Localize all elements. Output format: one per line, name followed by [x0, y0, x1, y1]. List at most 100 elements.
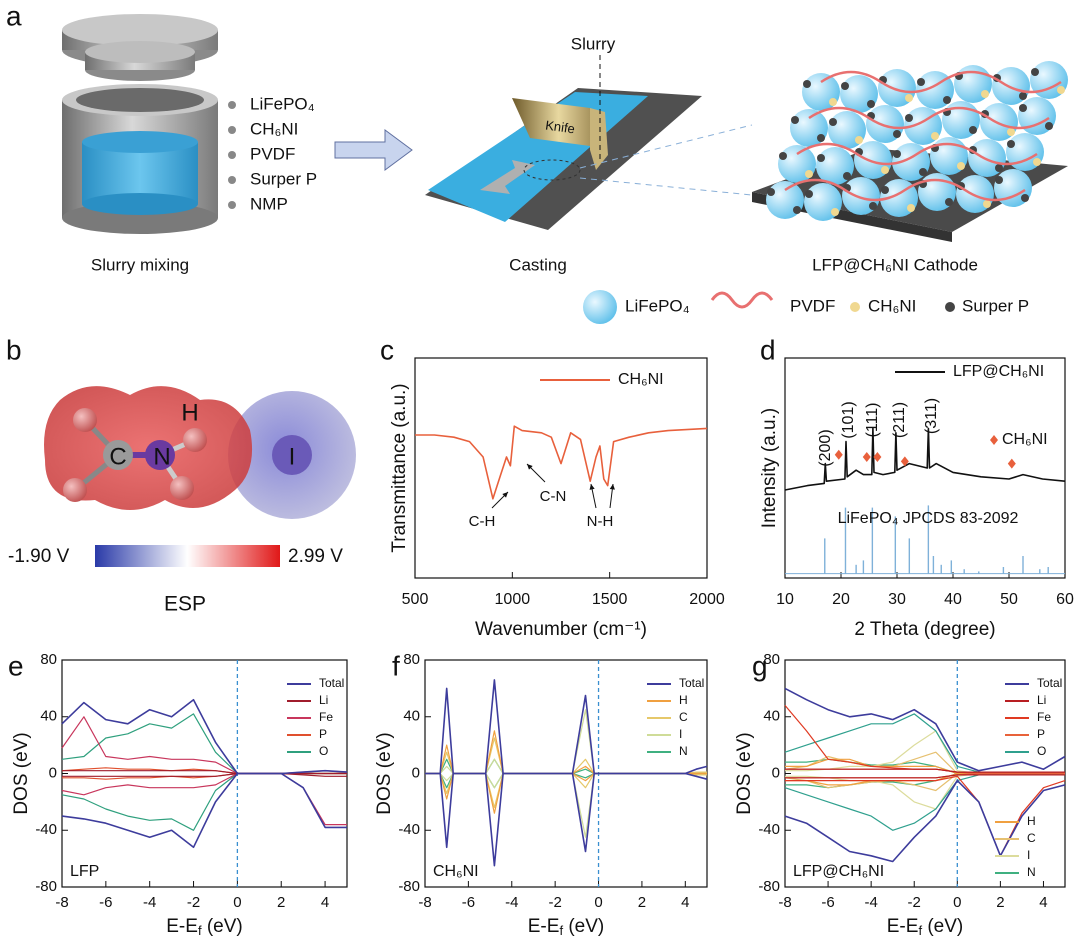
inset-label: CH₆NI	[433, 863, 479, 880]
data-line	[61, 772, 347, 849]
knife-label: Knife	[544, 117, 575, 136]
mixing-vessel	[62, 14, 218, 234]
colorbar-min: -1.90 V	[8, 546, 70, 567]
y-tick-label: 0	[772, 764, 780, 781]
x-tick-label: 2	[277, 894, 285, 911]
x-axis-label: Wavenumber (cm⁻¹)	[475, 619, 647, 640]
dot	[1057, 86, 1065, 94]
data-line	[784, 779, 1066, 863]
x-tick-label: -6	[462, 894, 475, 911]
dot	[805, 190, 813, 198]
dot	[931, 132, 939, 140]
step-label: Slurry mixing	[91, 255, 189, 274]
data-line	[62, 770, 347, 775]
step-label: LFP@CH₆NI Cathode	[812, 255, 978, 274]
panel-label: g	[752, 650, 768, 681]
x-tick-label: 4	[1039, 894, 1047, 911]
y-tick-label: 80	[403, 651, 420, 668]
dot	[995, 164, 1003, 172]
legend-label: P	[1037, 727, 1045, 741]
dot	[817, 134, 825, 142]
y-tick-label: -80	[398, 878, 420, 895]
x-tick-label: 40	[944, 591, 962, 608]
panel-label: c	[380, 334, 394, 365]
binder	[820, 70, 1062, 94]
esp-caption: ESP	[164, 593, 206, 616]
peak-label: (111)	[864, 403, 881, 438]
dot	[831, 208, 839, 216]
y-tick-label: -40	[398, 821, 420, 838]
dot	[829, 98, 837, 106]
data-line	[784, 427, 1066, 491]
legend-label: N	[679, 744, 688, 758]
legend-text: CH₆NI	[868, 296, 916, 315]
y-tick-label: 40	[40, 708, 57, 725]
plot-frame	[414, 357, 708, 579]
y-tick-label: 0	[49, 764, 57, 781]
dot	[943, 96, 951, 104]
x-tick-label: -8	[778, 894, 791, 911]
cathode	[752, 61, 1068, 242]
x-tick-label: -6	[99, 894, 112, 911]
data-line	[425, 772, 707, 838]
dot	[869, 202, 877, 210]
dot	[917, 78, 925, 86]
panel-label: b	[6, 334, 22, 365]
data-line	[425, 679, 708, 775]
data-line	[425, 709, 707, 775]
dot	[1033, 158, 1041, 166]
legend-label: I	[679, 727, 682, 741]
esp-colorbar	[95, 545, 280, 567]
dot	[893, 150, 901, 158]
dot	[957, 162, 965, 170]
dot	[1019, 92, 1027, 100]
plot-frame	[784, 357, 1066, 579]
material-legend: LiFePO₄ PVDF CH₆NI Surper P	[583, 290, 1029, 324]
data-line	[785, 772, 1065, 810]
dot	[1045, 122, 1053, 130]
legend-label: Total	[679, 676, 704, 690]
data-line	[61, 772, 347, 826]
x-tick-label: 2000	[689, 591, 725, 608]
arrow-head	[502, 492, 508, 498]
y-tick-label: 40	[403, 708, 420, 725]
esp-molecule: C N H I	[44, 386, 356, 519]
data-line	[425, 772, 708, 867]
x-tick-label: 2	[996, 894, 1004, 911]
colorbar-max: 2.99 V	[288, 546, 343, 567]
legend-text: Surper P	[962, 296, 1029, 315]
x-tick-label: -2	[187, 894, 200, 911]
reference-label: LiFePO₄ JPCDS 83-2092	[838, 510, 1019, 527]
dot	[867, 100, 875, 108]
dot	[905, 114, 913, 122]
annotation: N-H	[587, 513, 614, 530]
legend-label: H	[1027, 814, 1036, 828]
data-line	[425, 758, 707, 775]
x-axis-label-sub: f	[198, 923, 202, 938]
x-tick-label: 1000	[495, 591, 531, 608]
dot	[919, 168, 927, 176]
legend-label: Total	[319, 676, 344, 690]
peak-label: (211)	[891, 402, 908, 438]
x-tick-label: -8	[55, 894, 68, 911]
ingredient: Surper P	[250, 169, 317, 188]
x-axis-label-part: E-E	[528, 916, 560, 937]
x-axis-label-part: (eV)	[922, 916, 963, 937]
legend-label: CH₆NI	[618, 371, 664, 388]
y-tick-label: -80	[35, 878, 57, 895]
x-tick-label: 20	[832, 591, 850, 608]
y-axis-label: DOS (eV)	[11, 732, 32, 814]
x-axis-label: E-Ef (eV)	[166, 916, 243, 938]
x-tick-label: 1500	[592, 591, 628, 608]
data-line	[784, 772, 1065, 792]
legend-label: C	[679, 710, 688, 724]
dot	[881, 166, 889, 174]
marker	[862, 452, 871, 462]
x-tick-label: -2	[908, 894, 921, 911]
y-tick-label: -80	[758, 878, 780, 895]
data-line	[425, 772, 707, 814]
marker-legend-label: CH₆NI	[1002, 431, 1048, 448]
atom-label: N	[153, 443, 170, 470]
ingredient: LiFePO₄	[250, 94, 315, 113]
data-line	[425, 772, 707, 809]
